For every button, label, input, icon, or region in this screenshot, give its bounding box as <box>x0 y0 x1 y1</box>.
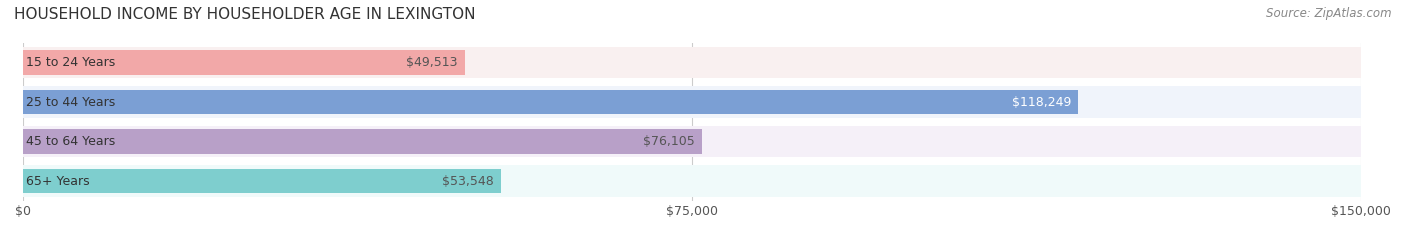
Bar <box>22 86 1361 118</box>
Text: $49,513: $49,513 <box>406 56 458 69</box>
Text: 65+ Years: 65+ Years <box>25 175 90 188</box>
Text: $118,249: $118,249 <box>1012 96 1071 109</box>
Bar <box>22 90 1078 114</box>
Text: $76,105: $76,105 <box>644 135 695 148</box>
Text: 45 to 64 Years: 45 to 64 Years <box>25 135 115 148</box>
Text: HOUSEHOLD INCOME BY HOUSEHOLDER AGE IN LEXINGTON: HOUSEHOLD INCOME BY HOUSEHOLDER AGE IN L… <box>14 7 475 22</box>
Text: Source: ZipAtlas.com: Source: ZipAtlas.com <box>1267 7 1392 20</box>
Bar <box>22 165 1361 197</box>
Bar <box>22 129 702 154</box>
Bar <box>22 169 501 193</box>
Text: 15 to 24 Years: 15 to 24 Years <box>25 56 115 69</box>
Text: $53,548: $53,548 <box>443 175 494 188</box>
Bar <box>22 51 464 75</box>
Text: 25 to 44 Years: 25 to 44 Years <box>25 96 115 109</box>
Bar <box>22 47 1361 79</box>
Bar <box>22 126 1361 158</box>
